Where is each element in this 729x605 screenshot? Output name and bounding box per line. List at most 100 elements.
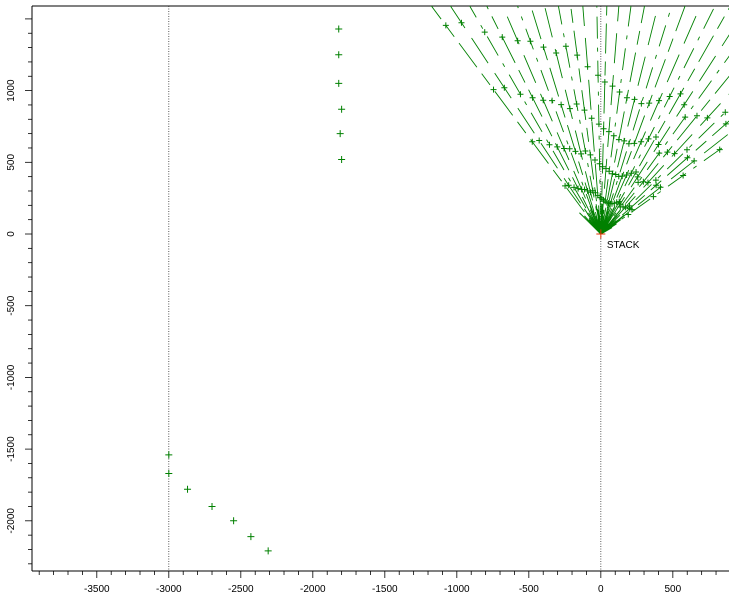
plume-ray — [600, 6, 686, 235]
receptor-marker-inner — [683, 146, 690, 153]
plume-ray — [486, 6, 602, 235]
receptor-marker-extra — [184, 485, 192, 493]
receptor-marker-inner — [671, 150, 678, 157]
receptor-marker-inner — [554, 143, 561, 150]
x-tick-label: -3000 — [156, 584, 182, 595]
receptor-marker-extra — [247, 533, 255, 541]
receptor-marker-extra — [230, 517, 238, 525]
receptor-marker-inner — [578, 150, 585, 157]
receptor-marker-inner — [562, 182, 569, 189]
receptor-marker-inner — [501, 84, 508, 91]
receptor-marker-inner — [681, 101, 688, 108]
receptor-marker-inner — [596, 160, 603, 167]
x-tick-label: -2000 — [300, 584, 326, 595]
receptor-marker-inner — [635, 179, 642, 186]
plume-ray — [530, 6, 602, 235]
receptor-marker-inner — [558, 101, 565, 108]
plume-ray — [600, 93, 729, 235]
receptor-marker-inner — [582, 147, 589, 154]
receptor-marker-extra — [335, 25, 343, 33]
x-tick-label: -3500 — [84, 584, 110, 595]
receptor-marker-inner — [587, 189, 594, 196]
receptor-marker-inner — [631, 96, 638, 103]
y-tick-label: 0 — [6, 231, 17, 237]
receptor-marker-inner — [565, 182, 572, 189]
x-tick-label: -500 — [519, 584, 539, 595]
receptor-marker-inner — [609, 83, 616, 90]
receptor-marker-inner — [584, 63, 591, 70]
receptor-marker-inner — [481, 29, 488, 36]
receptor-marker-extra — [336, 130, 344, 138]
receptor-marker-inner — [722, 120, 729, 127]
receptor-marker-inner — [652, 133, 659, 140]
receptor-marker-extra — [335, 79, 343, 87]
receptor-marker-inner — [574, 52, 581, 59]
plume-ray — [449, 6, 602, 235]
plume-ray — [600, 55, 729, 235]
plume-ray — [600, 107, 729, 235]
plume-ray — [600, 6, 673, 235]
near-source-ray — [579, 212, 602, 235]
receptor-marker-inner — [623, 94, 630, 101]
receptor-marker-inner — [644, 179, 651, 186]
receptor-marker-inner — [716, 146, 723, 153]
receptor-marker-inner — [575, 185, 582, 192]
receptor-marker-inner — [680, 172, 687, 179]
receptor-marker-extra — [264, 547, 272, 555]
receptor-marker-inner — [514, 37, 521, 44]
plume-ray — [600, 6, 620, 235]
receptor-marker-inner — [599, 163, 606, 170]
receptor-marker-inner — [561, 145, 568, 152]
y-tick-label: 1000 — [6, 79, 17, 102]
receptor-marker-inner — [553, 49, 560, 56]
receptor-marker-inner — [633, 169, 640, 176]
receptor-marker-inner — [615, 173, 622, 180]
receptor-marker-inner — [603, 165, 610, 172]
receptor-marker-inner — [626, 202, 633, 209]
receptor-marker-extra — [338, 105, 346, 113]
plume-ray — [600, 75, 729, 235]
receptor-marker-inner — [581, 107, 588, 114]
receptor-marker-inner — [666, 93, 673, 100]
receptor-marker-inner — [615, 136, 622, 143]
receptor-marker-inner — [490, 86, 497, 93]
plume-ray — [600, 6, 659, 235]
x-tick-label: -2500 — [228, 584, 254, 595]
receptor-marker-inner — [566, 145, 573, 152]
receptor-marker-extra — [165, 451, 173, 459]
receptor-marker-inner — [657, 184, 664, 191]
plume-ray — [600, 6, 716, 235]
receptor-marker-inner — [606, 168, 613, 175]
receptor-marker-inner — [704, 114, 711, 121]
plume-ray — [544, 6, 602, 235]
plume-ray — [600, 7, 729, 235]
receptor-marker-inner — [442, 22, 449, 29]
plume-ray — [596, 6, 602, 235]
x-tick-label: -1000 — [444, 584, 470, 595]
receptor-marker-inner — [458, 19, 465, 26]
receptor-marker-inner — [587, 151, 594, 158]
receptor-marker-inner — [595, 72, 602, 79]
receptor-marker-inner — [722, 109, 729, 116]
receptor-marker-inner — [612, 171, 619, 178]
y-tick-label: -1000 — [6, 364, 17, 390]
plume-ray — [600, 6, 608, 235]
receptor-marker-extra — [165, 469, 173, 477]
receptor-marker-inner — [609, 170, 616, 177]
receptor-marker-inner — [638, 100, 645, 107]
receptor-marker-inner — [499, 34, 506, 41]
receptor-marker-inner — [605, 128, 612, 135]
plume-ray — [557, 6, 602, 235]
receptor-marker-inner — [527, 38, 534, 45]
receptor-marker-inner — [646, 100, 653, 107]
receptor-marker-inner — [572, 148, 579, 155]
receptor-marker-inner — [546, 141, 553, 148]
receptor-marker-inner — [656, 97, 663, 104]
receptor-marker-inner — [595, 121, 602, 128]
plot-content — [165, 6, 729, 555]
plume-ray — [582, 6, 602, 235]
y-tick-label: -1500 — [6, 436, 17, 462]
receptor-marker-inner — [566, 105, 573, 112]
receptor-marker-inner — [638, 138, 645, 145]
